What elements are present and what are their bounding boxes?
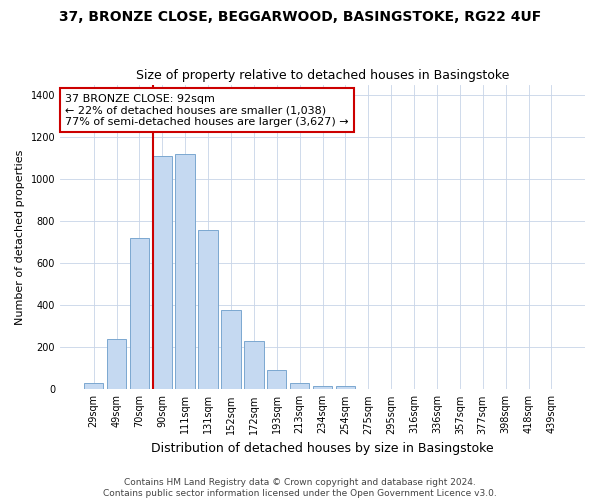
- X-axis label: Distribution of detached houses by size in Basingstoke: Distribution of detached houses by size …: [151, 442, 494, 455]
- Bar: [175, 154, 195, 390]
- Bar: [313, 386, 332, 390]
- Bar: [335, 386, 355, 390]
- Bar: [267, 370, 286, 390]
- Bar: [199, 230, 218, 390]
- Bar: [290, 384, 310, 390]
- Title: Size of property relative to detached houses in Basingstoke: Size of property relative to detached ho…: [136, 69, 509, 82]
- Bar: [221, 310, 241, 390]
- Y-axis label: Number of detached properties: Number of detached properties: [15, 149, 25, 324]
- Text: 37 BRONZE CLOSE: 92sqm
← 22% of detached houses are smaller (1,038)
77% of semi-: 37 BRONZE CLOSE: 92sqm ← 22% of detached…: [65, 94, 349, 127]
- Bar: [152, 156, 172, 390]
- Text: Contains HM Land Registry data © Crown copyright and database right 2024.
Contai: Contains HM Land Registry data © Crown c…: [103, 478, 497, 498]
- Bar: [244, 342, 263, 390]
- Bar: [107, 339, 126, 390]
- Bar: [130, 238, 149, 390]
- Text: 37, BRONZE CLOSE, BEGGARWOOD, BASINGSTOKE, RG22 4UF: 37, BRONZE CLOSE, BEGGARWOOD, BASINGSTOK…: [59, 10, 541, 24]
- Bar: [84, 383, 103, 390]
